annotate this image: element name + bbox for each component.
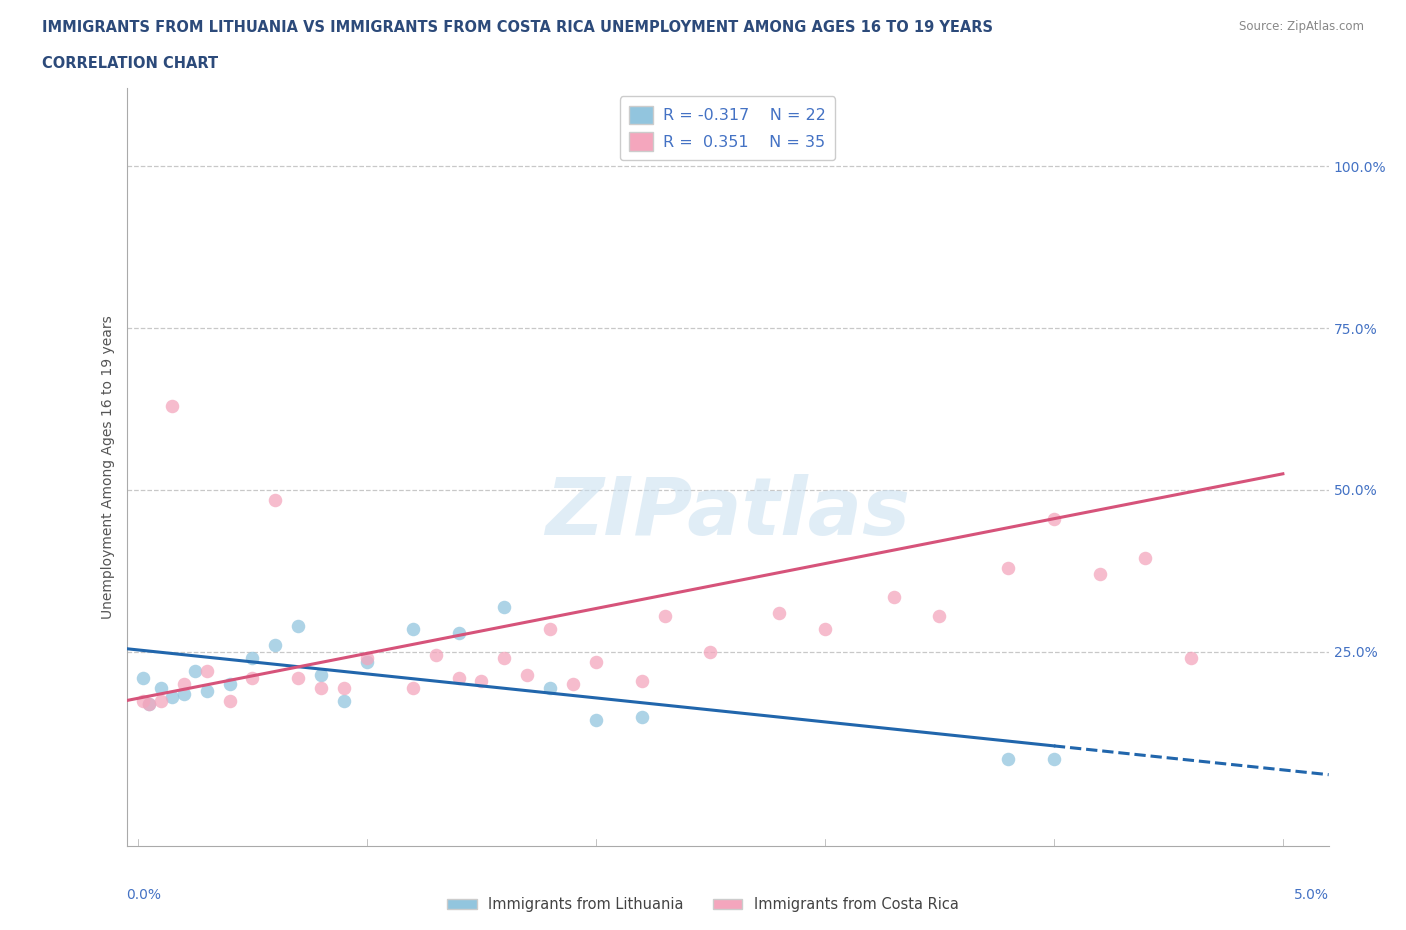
Point [447, 671, 470, 685]
Point [184, 664, 207, 679]
Point [538, 680, 561, 695]
Text: IMMIGRANTS FROM LITHUANIA VS IMMIGRANTS FROM COSTA RICA UNEMPLOYMENT AMONG AGES : IMMIGRANTS FROM LITHUANIA VS IMMIGRANTS … [42, 20, 993, 35]
Point [997, 560, 1019, 575]
Point [287, 671, 309, 685]
Point [195, 684, 218, 698]
Point [630, 710, 652, 724]
Point [218, 677, 240, 692]
Point [699, 644, 721, 659]
Text: ZIPatlas: ZIPatlas [546, 473, 910, 551]
Point [630, 673, 652, 688]
Text: CORRELATION CHART: CORRELATION CHART [42, 56, 218, 71]
Point [149, 680, 172, 695]
Point [173, 677, 195, 692]
Point [218, 693, 240, 708]
Point [1043, 512, 1066, 526]
Point [928, 609, 950, 624]
Legend: Immigrants from Lithuania, Immigrants from Costa Rica: Immigrants from Lithuania, Immigrants fr… [441, 891, 965, 918]
Text: Source: ZipAtlas.com: Source: ZipAtlas.com [1239, 20, 1364, 33]
Point [309, 680, 332, 695]
Point [516, 667, 538, 682]
Point [242, 671, 264, 685]
Point [356, 654, 378, 669]
Text: 5.0%: 5.0% [1294, 888, 1329, 902]
Point [264, 492, 287, 507]
Point [494, 599, 516, 614]
Point [131, 671, 153, 685]
Point [1043, 751, 1066, 766]
Point [494, 651, 516, 666]
Point [333, 693, 356, 708]
Point [470, 673, 492, 688]
Point [242, 651, 264, 666]
Point [425, 648, 447, 663]
Text: 0.0%: 0.0% [127, 888, 162, 902]
Point [287, 618, 309, 633]
Point [883, 590, 905, 604]
Point [585, 654, 607, 669]
Point [1180, 651, 1202, 666]
Point [402, 680, 425, 695]
Point [1088, 566, 1111, 581]
Point [138, 697, 160, 711]
Point [562, 677, 585, 692]
Point [149, 693, 172, 708]
Point [538, 622, 561, 637]
Point [195, 664, 218, 679]
Point [997, 751, 1019, 766]
Point [162, 690, 184, 705]
Point [309, 667, 332, 682]
Point [585, 712, 607, 727]
Point [173, 686, 195, 701]
Point [264, 638, 287, 653]
Point [768, 605, 790, 620]
Point [447, 625, 470, 640]
Point [814, 622, 837, 637]
Point [162, 398, 184, 413]
Point [654, 609, 676, 624]
Point [138, 697, 160, 711]
Point [402, 622, 425, 637]
Y-axis label: Unemployment Among Ages 16 to 19 years: Unemployment Among Ages 16 to 19 years [101, 315, 115, 619]
Point [356, 651, 378, 666]
Point [1135, 551, 1157, 565]
Point [131, 693, 153, 708]
Legend: R = -0.317    N = 22, R =  0.351    N = 35: R = -0.317 N = 22, R = 0.351 N = 35 [620, 97, 835, 160]
Point [333, 680, 356, 695]
